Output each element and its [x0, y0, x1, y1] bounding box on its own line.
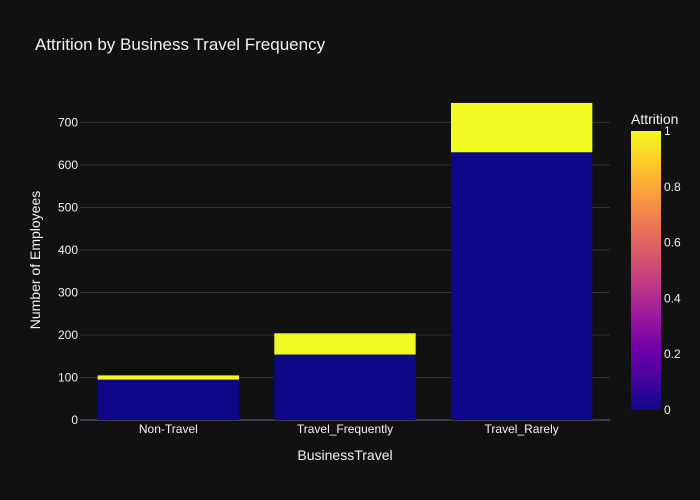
- y-tick-label: 600: [58, 158, 78, 172]
- bar: [451, 152, 593, 420]
- x-tick-label: Non-Travel: [139, 422, 198, 436]
- bar: [97, 375, 240, 380]
- x-tick-label: Travel_Frequently: [297, 422, 393, 436]
- colorbar-tick-label: 0.8: [664, 180, 681, 194]
- colorbar-tick-label: 1: [664, 124, 671, 138]
- x-axis-ticks: Non-Travel Travel_Frequently Travel_Rarely: [139, 422, 559, 436]
- y-tick-label: 200: [58, 328, 78, 342]
- colorbar-ticks: 0 0.2 0.4 0.6 0.8 1: [664, 124, 681, 417]
- colorbar-gradient: [631, 131, 661, 410]
- bars: [97, 102, 593, 420]
- x-tick-label: Travel_Rarely: [485, 422, 559, 436]
- y-tick-label: 700: [58, 116, 78, 130]
- y-tick-label: 0: [71, 413, 78, 427]
- colorbar-tick-label: 0.6: [664, 236, 681, 250]
- colorbar-tick-label: 0: [664, 403, 671, 417]
- y-tick-label: 100: [58, 371, 78, 385]
- colorbar-tick-label: 0.4: [664, 291, 681, 305]
- bar: [274, 333, 416, 355]
- x-axis-title: BusinessTravel: [297, 447, 392, 463]
- y-axis-title: Number of Employees: [27, 191, 43, 330]
- y-tick-label: 300: [58, 286, 78, 300]
- chart-title: Attrition by Business Travel Frequency: [35, 35, 326, 54]
- y-tick-label: 400: [58, 243, 78, 257]
- bar: [274, 354, 416, 420]
- colorbar-tick-label: 0.2: [664, 347, 681, 361]
- colorbar: Attrition 0 0.2 0.4 0.6 0.8 1: [631, 111, 681, 417]
- y-tick-label: 500: [58, 201, 78, 215]
- y-axis-ticks: 0 100 200 300 400 500 600 700: [58, 116, 78, 428]
- colorbar-title: Attrition: [631, 111, 678, 127]
- bar: [451, 102, 593, 153]
- bar: [97, 379, 240, 420]
